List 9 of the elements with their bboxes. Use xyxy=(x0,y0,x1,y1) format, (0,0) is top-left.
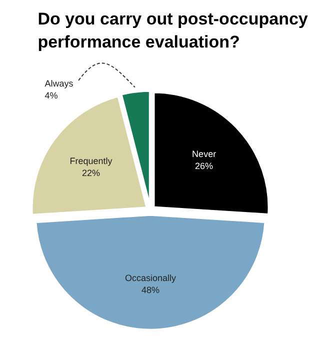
data-label: 22% xyxy=(82,168,100,178)
slice-label: Never xyxy=(192,148,216,159)
slice-label: Frequently xyxy=(70,156,113,166)
slice-label: Occasionally xyxy=(124,272,176,283)
data-label: 4% xyxy=(44,90,58,100)
data-label: 26% xyxy=(195,160,214,171)
data-label: 48% xyxy=(141,284,160,295)
slice-label: Always xyxy=(44,78,74,88)
chart-title: Do you carry out post-occupancy performance evaluation? xyxy=(38,10,308,52)
